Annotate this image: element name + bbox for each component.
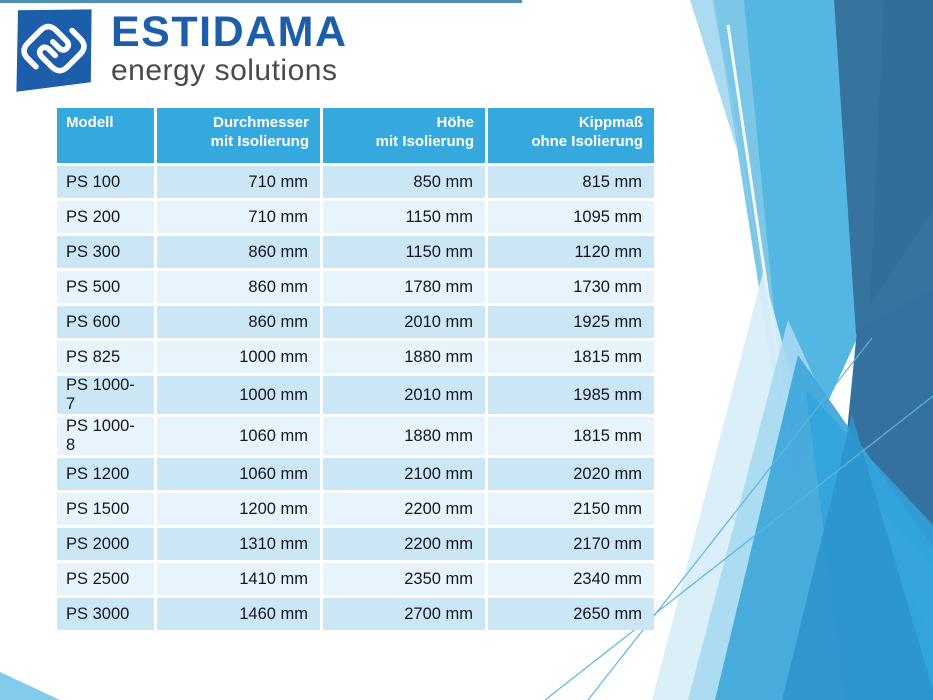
- cell-hoehe: 2010 mm: [323, 376, 485, 414]
- cell-kippmass: 2170 mm: [488, 528, 654, 560]
- cell-kippmass: 1730 mm: [488, 271, 654, 303]
- deco-hairline-shallow: [544, 395, 933, 700]
- table-row: PS 3000 1460 mm 2700 mm 2650 mm: [57, 598, 654, 630]
- column-sublabel: mit Isolierung: [375, 133, 474, 150]
- cell-modell: PS 825: [57, 341, 154, 373]
- table-row: PS 200 710 mm 1150 mm 1095 mm: [57, 201, 654, 233]
- spec-table: Modell Durchmesser mit Isolierung Höhe m…: [54, 105, 657, 633]
- table-row: PS 825 1000 mm 1880 mm 1815 mm: [57, 341, 654, 373]
- cell-modell: PS 500: [57, 271, 154, 303]
- cell-modell: PS 2500: [57, 563, 154, 595]
- cell-kippmass: 2340 mm: [488, 563, 654, 595]
- table-row: PS 1200 1060 mm 2100 mm 2020 mm: [57, 458, 654, 490]
- column-label: Höhe: [436, 114, 475, 131]
- cell-durchmesser: 1000 mm: [157, 376, 320, 414]
- brand-tagline: energy solutions: [111, 54, 338, 87]
- column-header-durchmesser: Durchmesser mit Isolierung: [157, 108, 320, 163]
- table-row: PS 100 710 mm 850 mm 815 mm: [57, 166, 654, 198]
- cell-modell: PS 2000: [57, 528, 154, 560]
- cell-durchmesser: 860 mm: [157, 306, 320, 338]
- cell-durchmesser: 1060 mm: [157, 417, 320, 455]
- cell-modell: PS 300: [57, 236, 154, 268]
- cell-kippmass: 1095 mm: [488, 201, 654, 233]
- cell-modell: PS 100: [57, 166, 154, 198]
- cell-durchmesser: 1060 mm: [157, 458, 320, 490]
- logo: ESTIDAMA energy solutions: [14, 7, 348, 95]
- deco-hairline-steep: [587, 337, 873, 700]
- table-row: PS 1000-7 1000 mm 2010 mm 1985 mm: [57, 376, 654, 414]
- cell-hoehe: 1150 mm: [323, 236, 485, 268]
- cell-durchmesser: 1410 mm: [157, 563, 320, 595]
- column-sublabel: ohne Isolierung: [531, 133, 643, 150]
- table-row: PS 500 860 mm 1780 mm 1730 mm: [57, 271, 654, 303]
- cell-modell: PS 1200: [57, 458, 154, 490]
- deco-dark-wedge: [843, 290, 933, 565]
- table-row: PS 2000 1310 mm 2200 mm 2170 mm: [57, 528, 654, 560]
- column-label: Durchmesser: [213, 114, 309, 131]
- table-row: PS 300 860 mm 1150 mm 1120 mm: [57, 236, 654, 268]
- deco-light-sliver: [690, 0, 737, 150]
- table-row: PS 600 860 mm 2010 mm 1925 mm: [57, 306, 654, 338]
- cell-hoehe: 850 mm: [323, 166, 485, 198]
- cell-durchmesser: 1460 mm: [157, 598, 320, 630]
- table-row: PS 1500 1200 mm 2200 mm 2150 mm: [57, 493, 654, 525]
- column-sublabel: mit Isolierung: [210, 133, 309, 150]
- logo-text: ESTIDAMA energy solutions: [111, 7, 348, 88]
- cell-modell: PS 1500: [57, 493, 154, 525]
- deco-dark-inner: [870, 0, 933, 305]
- cell-hoehe: 1880 mm: [323, 341, 485, 373]
- column-header-hoehe: Höhe mit Isolierung: [323, 108, 485, 163]
- column-label: Modell: [66, 114, 114, 131]
- table-row: PS 2500 1410 mm 2350 mm 2340 mm: [57, 563, 654, 595]
- deco-fan-medium2: [782, 415, 933, 700]
- cell-kippmass: 1925 mm: [488, 306, 654, 338]
- cell-durchmesser: 1200 mm: [157, 493, 320, 525]
- cell-kippmass: 1985 mm: [488, 376, 654, 414]
- cell-modell: PS 600: [57, 306, 154, 338]
- cell-kippmass: 2650 mm: [488, 598, 654, 630]
- cell-modell: PS 200: [57, 201, 154, 233]
- cell-modell: PS 1000-7: [57, 376, 154, 414]
- cell-kippmass: 2150 mm: [488, 493, 654, 525]
- cell-durchmesser: 1000 mm: [157, 341, 320, 373]
- deco-corner-triangle: [0, 672, 60, 700]
- table-row: PS 1000-8 1060 mm 1880 mm 1815 mm: [57, 417, 654, 455]
- top-strip: [0, 0, 522, 3]
- cell-hoehe: 2700 mm: [323, 598, 485, 630]
- cell-hoehe: 1780 mm: [323, 271, 485, 303]
- cell-hoehe: 1880 mm: [323, 417, 485, 455]
- cell-hoehe: 2100 mm: [323, 458, 485, 490]
- cell-durchmesser: 1310 mm: [157, 528, 320, 560]
- cell-kippmass: 1815 mm: [488, 341, 654, 373]
- cell-hoehe: 1150 mm: [323, 201, 485, 233]
- cell-modell: PS 3000: [57, 598, 154, 630]
- column-header-kippmass: Kippmaß ohne Isolierung: [488, 108, 654, 163]
- table-header-row: Modell Durchmesser mit Isolierung Höhe m…: [57, 108, 654, 163]
- cell-hoehe: 2350 mm: [323, 563, 485, 595]
- cell-durchmesser: 860 mm: [157, 271, 320, 303]
- cell-kippmass: 1120 mm: [488, 236, 654, 268]
- logo-swirl-icon: [16, 9, 92, 92]
- cell-kippmass: 2020 mm: [488, 458, 654, 490]
- cell-durchmesser: 860 mm: [157, 236, 320, 268]
- cell-durchmesser: 710 mm: [157, 166, 320, 198]
- cell-hoehe: 2200 mm: [323, 493, 485, 525]
- column-label: Kippmaß: [578, 114, 643, 131]
- cell-durchmesser: 710 mm: [157, 201, 320, 233]
- cell-hoehe: 2010 mm: [323, 306, 485, 338]
- column-header-modell: Modell: [57, 108, 154, 163]
- cell-kippmass: 815 mm: [488, 166, 654, 198]
- brand-name: ESTIDAMA: [111, 8, 348, 56]
- cell-kippmass: 1815 mm: [488, 417, 654, 455]
- cell-hoehe: 2200 mm: [323, 528, 485, 560]
- cell-modell: PS 1000-8: [57, 417, 154, 455]
